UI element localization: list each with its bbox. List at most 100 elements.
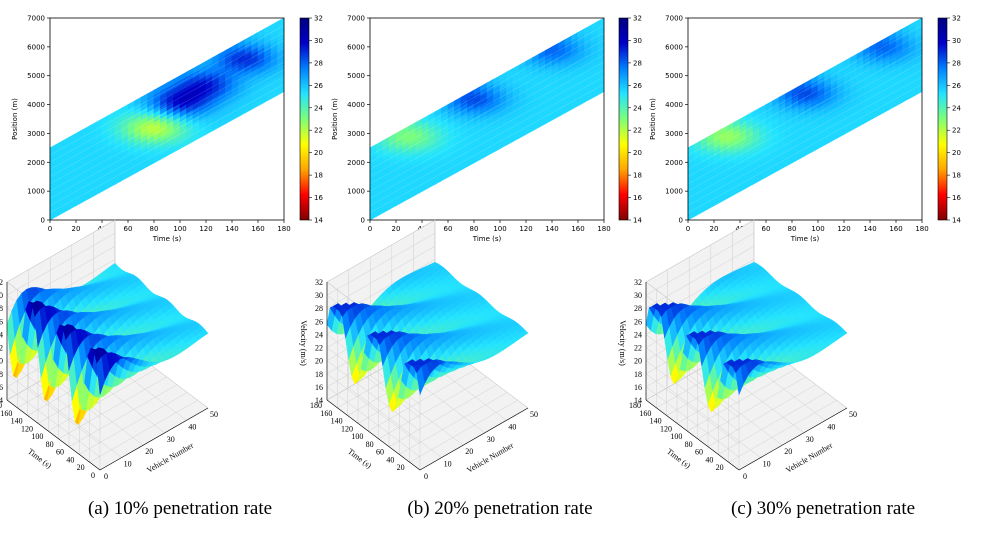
vehicle-trajectory <box>369 32 605 163</box>
colorbar-tick-label: 30 <box>314 37 323 45</box>
colorbar-tick-label: 14 <box>314 217 323 225</box>
plot-frame <box>49 17 285 221</box>
velocity-tick-label: 26 <box>634 317 642 326</box>
vehicle-trajectory <box>49 39 285 170</box>
time-tick-label: 80 <box>366 440 374 449</box>
vehicle-trajectory <box>369 39 605 170</box>
velocity-surface <box>645 261 848 413</box>
time-tick-label: 140 <box>650 417 662 426</box>
velocity-tick-label: 14 <box>0 396 3 405</box>
colorbar-tick-label: 26 <box>633 82 642 90</box>
time-tick-label: 180 <box>310 401 322 410</box>
y-tick-label: 4000 <box>665 101 683 109</box>
velocity-tick-label: 22 <box>634 344 642 353</box>
colorbar-tick-label: 16 <box>314 194 323 202</box>
time-tick-label: 40 <box>705 455 713 464</box>
vehicle-tick-label: 50 <box>210 410 218 419</box>
vehicle-trajectory <box>369 25 605 156</box>
colorbar-tick-label: 18 <box>633 172 642 180</box>
y-tick-label: 7000 <box>347 15 365 23</box>
vehicle-tick-label: 0 <box>104 472 108 481</box>
x-tick-label: 20 <box>72 225 81 233</box>
time-axis-title: Time (s) <box>665 447 692 471</box>
velocity-tick-label: 14 <box>634 396 642 405</box>
vehicle-trajectory <box>687 76 923 206</box>
time-axis-title: Time (s) <box>346 447 373 471</box>
time-tick-label: 80 <box>46 440 54 449</box>
surface-patch <box>199 329 209 337</box>
velocity-tick-label: 18 <box>0 370 3 379</box>
vehicle-trajectory <box>49 69 285 199</box>
velocity-tick-label: 16 <box>0 383 3 392</box>
time-tick-label: 160 <box>0 409 12 418</box>
colorbar-tick-label: 14 <box>633 217 642 225</box>
time-tick-label: 120 <box>660 424 672 433</box>
x-tick-label: 160 <box>251 225 264 233</box>
colorbar-tick-label: 20 <box>314 149 323 157</box>
vehicle-tick-label: 30 <box>487 435 495 444</box>
time-tick-label: 20 <box>77 463 85 472</box>
velocity-tick-label: 26 <box>315 317 323 326</box>
time-tick-label: 80 <box>685 440 693 449</box>
vehicle-trajectory <box>49 84 285 214</box>
time-axis <box>645 399 740 471</box>
vehicle-tick-label: 10 <box>763 460 771 469</box>
heatmap-panel-c: 0204060801001201401601800100020003000400… <box>649 15 961 244</box>
colorbar-tick-label: 32 <box>633 15 642 23</box>
y-tick-label: 0 <box>41 217 45 225</box>
vehicle-trajectory <box>687 39 923 170</box>
y-tick-label: 7000 <box>27 15 45 23</box>
caption-a: (a) 10% penetration rate <box>87 498 273 519</box>
velocity-tick-label: 18 <box>634 370 642 379</box>
x-tick-label: 60 <box>124 225 133 233</box>
vehicle-trajectory <box>687 69 923 199</box>
x-tick-label: 120 <box>837 225 850 233</box>
vehicle-tick-label: 20 <box>784 447 792 456</box>
time-tick-label: 60 <box>376 448 384 457</box>
y-tick-label: 5000 <box>27 72 45 80</box>
time-tick-label: 100 <box>31 432 43 441</box>
vehicle-trajectory <box>49 25 285 156</box>
vehicle-trajectory <box>369 69 605 199</box>
vehicle-tick-label: 10 <box>124 460 132 469</box>
vehicle-trajectory <box>687 84 923 214</box>
heatmap-panel-b: 0204060801001201401601800100020003000400… <box>331 15 642 244</box>
x-tick-label: 100 <box>811 225 824 233</box>
x-tick-label: 100 <box>173 225 186 233</box>
time-axis <box>6 399 101 471</box>
y-tick-label: 3000 <box>27 130 45 138</box>
y-tick-label: 2000 <box>27 159 45 167</box>
x-tick-label: 180 <box>277 225 290 233</box>
x-tick-label: 140 <box>863 225 876 233</box>
y-tick-label: 1000 <box>665 188 683 196</box>
time-tick-label: 40 <box>386 455 394 464</box>
trajectory-lines <box>49 25 285 214</box>
velocity-tick-label: 22 <box>0 344 3 353</box>
vehicle-trajectory <box>49 61 285 192</box>
y-tick-label: 0 <box>679 217 683 225</box>
x-tick-label: 140 <box>545 225 558 233</box>
vehicle-trajectory <box>49 76 285 206</box>
x-tick-label: 120 <box>199 225 212 233</box>
time-axis <box>326 399 421 471</box>
time-tick-label: 120 <box>21 424 33 433</box>
y-tick-label: 4000 <box>27 101 45 109</box>
time-tick-label: 180 <box>0 401 2 410</box>
y-tick-label: 6000 <box>27 43 45 51</box>
vehicle-tick-label: 20 <box>145 447 153 456</box>
x-tick-label: 0 <box>48 225 52 233</box>
velocity-tick-label: 30 <box>0 291 3 300</box>
velocity-axis-title: Velocity (m/s) <box>299 320 308 366</box>
x-tick-label: 80 <box>788 225 797 233</box>
vehicle-tick-label: 10 <box>444 460 452 469</box>
colorbar-tick-label: 18 <box>314 172 323 180</box>
colorbar-tick-label: 22 <box>633 127 642 135</box>
colorbar-tick-label: 20 <box>633 149 642 157</box>
x-tick-label: 120 <box>519 225 532 233</box>
surface-patch <box>519 329 529 337</box>
vehicle-trajectory <box>687 25 923 156</box>
colorbar-tick-label: 28 <box>952 59 961 67</box>
vehicle-trajectory <box>369 76 605 206</box>
vehicle-tick-label: 0 <box>743 472 747 481</box>
surface-patch <box>838 329 848 337</box>
